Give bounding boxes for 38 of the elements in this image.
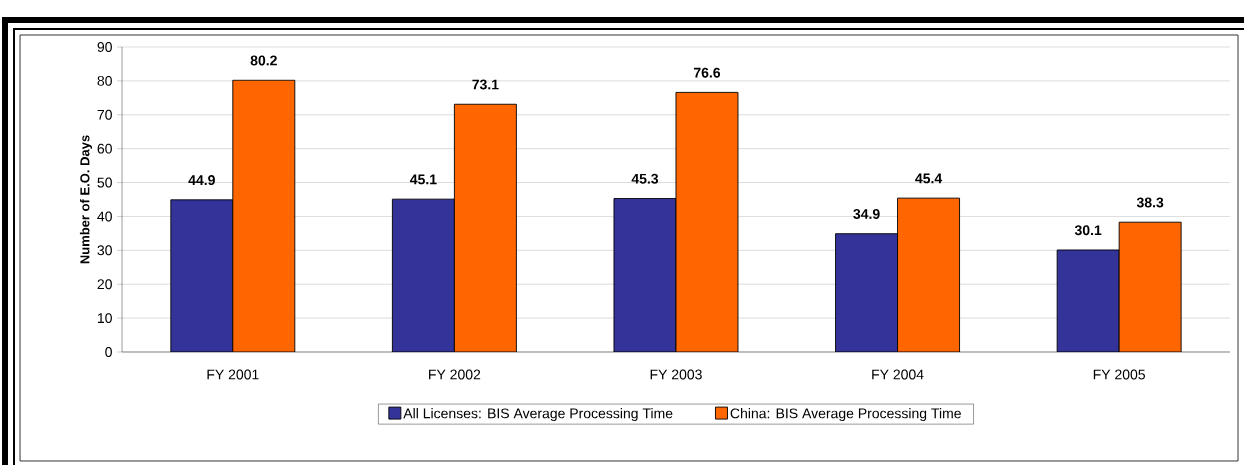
y-tick-label: 0 (105, 347, 112, 357)
bar (613, 198, 677, 352)
x-tick-label: FY 2004 (872, 369, 924, 380)
bar (1118, 221, 1182, 352)
legend-label: China: BIS Average Processing Time (730, 408, 961, 422)
data-label: 45.1 (409, 174, 437, 185)
bar (897, 197, 961, 352)
bar (391, 198, 455, 352)
y-axis-title: Number of E.O. Days (79, 135, 93, 264)
bar (232, 79, 296, 352)
y-tick-label: 90 (97, 42, 112, 52)
x-tick-label: FY 2002 (429, 369, 481, 380)
bar (675, 91, 739, 352)
data-label: 30.1 (1074, 225, 1102, 236)
y-tick-label: 40 (97, 211, 112, 222)
y-tick-label: 10 (97, 313, 112, 324)
data-label: 45.4 (915, 173, 943, 184)
y-tick-label: 80 (97, 75, 112, 86)
bar (1056, 249, 1120, 352)
data-label: 38.3 (1136, 197, 1164, 208)
legend-label: All Licenses: BIS Average Processing Time (403, 408, 673, 422)
bar (835, 233, 899, 352)
bar (170, 199, 234, 352)
y-tick-label: 50 (97, 177, 112, 188)
data-label: 80.2 (250, 55, 277, 66)
y-tick-label: 60 (97, 143, 112, 154)
data-label: 44.9 (188, 175, 215, 186)
y-tick-label: 70 (97, 109, 112, 120)
y-tick-label: 30 (97, 245, 112, 256)
x-tick-label: FY 2003 (650, 369, 702, 380)
data-label: 73.1 (472, 79, 499, 90)
bar (453, 103, 517, 352)
y-tick-label: 20 (97, 279, 112, 290)
data-label: 76.6 (693, 67, 721, 78)
data-label: 34.9 (853, 208, 880, 219)
x-tick-label: FY 2001 (207, 369, 259, 380)
x-tick-label: FY 2005 (1093, 369, 1146, 380)
data-label: 45.3 (631, 173, 659, 184)
